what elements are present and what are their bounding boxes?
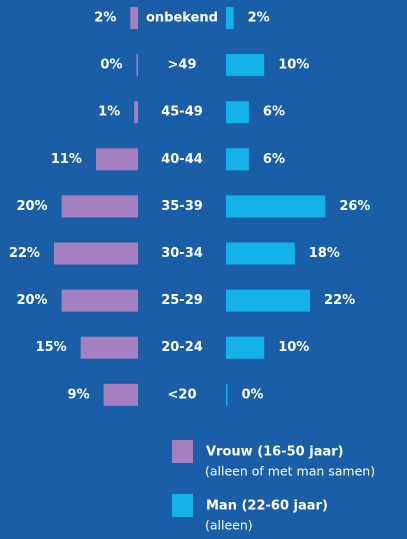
category-label: 25-29 bbox=[161, 293, 203, 308]
bar bbox=[226, 101, 249, 124]
value-label: 20% bbox=[16, 199, 47, 214]
value-label: 9% bbox=[68, 387, 90, 402]
bar bbox=[226, 289, 311, 312]
bar bbox=[134, 101, 138, 124]
value-label: 11% bbox=[51, 152, 82, 167]
category-label: 40-44 bbox=[161, 152, 203, 167]
legend-label: Man (22-60 jaar) bbox=[206, 499, 328, 514]
legend-swatch bbox=[172, 440, 193, 463]
value-label: 15% bbox=[36, 340, 67, 355]
value-label: 20% bbox=[16, 293, 47, 308]
bar bbox=[61, 195, 138, 218]
value-label: 2% bbox=[248, 11, 270, 26]
bar bbox=[136, 54, 138, 77]
bar bbox=[226, 54, 265, 77]
legend-note: (alleen of met man samen) bbox=[205, 464, 375, 479]
legend-label: Vrouw (16-50 jaar) bbox=[206, 445, 344, 460]
value-label: 1% bbox=[98, 105, 120, 120]
category-label: 30-34 bbox=[161, 246, 203, 261]
value-label: 26% bbox=[339, 199, 370, 214]
category-label: onbekend bbox=[146, 11, 218, 26]
category-label: 20-24 bbox=[161, 340, 203, 355]
bar bbox=[226, 148, 249, 171]
bar bbox=[61, 289, 138, 312]
bar bbox=[130, 7, 138, 29]
value-label: 18% bbox=[309, 246, 340, 261]
category-label: >49 bbox=[168, 58, 197, 73]
value-label: 6% bbox=[263, 105, 285, 120]
value-label: 6% bbox=[263, 152, 285, 167]
bar bbox=[226, 7, 234, 29]
value-label: 10% bbox=[278, 58, 309, 73]
legend-swatch bbox=[172, 494, 193, 517]
value-label: 22% bbox=[9, 246, 40, 261]
legend-note: (alleen) bbox=[205, 518, 253, 533]
category-label: 45-49 bbox=[161, 105, 203, 120]
value-label: 0% bbox=[242, 387, 264, 402]
bar bbox=[80, 336, 138, 359]
value-label: 0% bbox=[100, 58, 122, 73]
bar bbox=[103, 383, 138, 406]
bar bbox=[226, 336, 265, 359]
value-label: 22% bbox=[324, 293, 355, 308]
bar bbox=[226, 383, 228, 406]
bar bbox=[95, 148, 138, 171]
bar bbox=[226, 242, 295, 265]
category-label: <20 bbox=[168, 387, 197, 402]
value-label: 2% bbox=[94, 11, 116, 26]
bar bbox=[53, 242, 138, 265]
category-label: 35-39 bbox=[161, 199, 203, 214]
value-label: 10% bbox=[278, 340, 309, 355]
bar bbox=[226, 195, 326, 218]
